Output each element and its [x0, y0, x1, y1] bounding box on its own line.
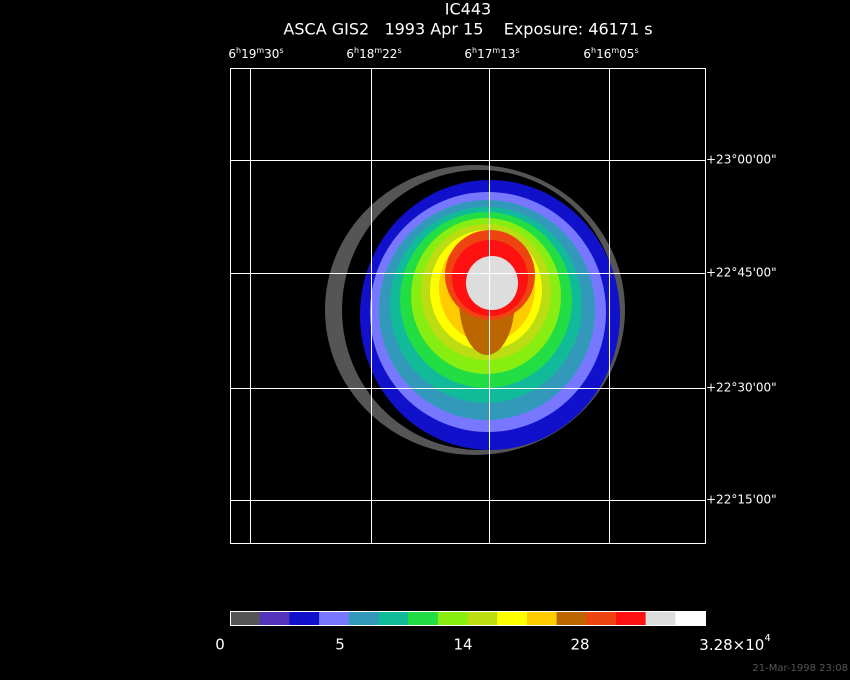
- colorbar-swatch: [408, 611, 439, 625]
- ra-label: 6h17m13s: [464, 46, 519, 61]
- dec-label: +23°00'00": [706, 153, 777, 167]
- colorbar-swatch: [615, 611, 647, 625]
- ra-unit: m: [256, 46, 264, 55]
- ra-value: 05: [619, 47, 634, 61]
- colorbar-swatch: [378, 611, 409, 625]
- colorbar-swatch: [497, 611, 528, 625]
- ra-value: 13: [500, 47, 515, 61]
- colorbar-label-base: 3.28×10: [699, 636, 764, 654]
- colorbar-swatch: [259, 611, 290, 625]
- dec-label: +22°30'00": [706, 381, 777, 395]
- ra-value: 6: [464, 47, 472, 61]
- ra-value: 30: [264, 47, 279, 61]
- colorbar-label: 0: [215, 636, 225, 654]
- title: IC443: [445, 0, 491, 19]
- ra-label: 6h16m05s: [583, 46, 638, 61]
- dec-label: +22°45'00": [706, 266, 777, 280]
- ra-value: 16: [596, 47, 611, 61]
- colorbar-swatch: [348, 611, 379, 625]
- coordinate-grid: [230, 68, 706, 544]
- frame: [230, 68, 706, 544]
- dec-label: +22°15'00": [706, 493, 777, 507]
- colorbar-swatch: [675, 611, 706, 625]
- colorbar-swatch: [467, 611, 498, 625]
- colorbar-swatch: [645, 611, 676, 625]
- colorbar-swatch: [437, 611, 468, 625]
- timestamp: 21-Mar-1998 23:08: [752, 663, 848, 674]
- ra-unit: h: [354, 46, 359, 55]
- ra-value: 17: [477, 47, 492, 61]
- ra-label: 6h19m30s: [228, 46, 283, 61]
- ra-unit: m: [611, 46, 619, 55]
- ra-value: 6: [346, 47, 354, 61]
- colorbar-swatch: [319, 611, 350, 625]
- colorbar: 0 5 14 28 3.28×104: [215, 611, 771, 654]
- axis-labels: 6h19m30s 6h18m22s 6h17m13s 6h16m05s+23°00'0…: [228, 46, 776, 507]
- colorbar-swatch: [289, 611, 320, 625]
- ra-unit: s: [397, 46, 401, 55]
- ra-unit: s: [515, 46, 519, 55]
- colorbar-label: 14: [453, 636, 472, 654]
- ra-unit: s: [634, 46, 638, 55]
- ra-unit: m: [492, 46, 500, 55]
- xray-image: [325, 165, 625, 455]
- ra-unit: s: [279, 46, 283, 55]
- colorbar-frame: [230, 611, 706, 626]
- ra-label: 6h18m22s: [346, 46, 401, 61]
- ra-value: 6: [228, 47, 236, 61]
- colorbar-label: 28: [570, 636, 589, 654]
- colorbar-swatch: [586, 611, 617, 625]
- ra-unit: h: [591, 46, 596, 55]
- ra-unit: h: [236, 46, 241, 55]
- colorbar-label: 5: [335, 636, 345, 654]
- subtitle: ASCA GIS2 1993 Apr 15 Exposure: 46171 s: [283, 20, 652, 39]
- ra-value: 18: [359, 47, 374, 61]
- ra-value: 22: [382, 47, 397, 61]
- colorbar-label: 3.28×104: [699, 633, 770, 654]
- ra-unit: m: [374, 46, 382, 55]
- colorbar-swatch: [526, 611, 558, 625]
- ra-value: 6: [583, 47, 591, 61]
- colorbar-swatch: [556, 611, 587, 625]
- colorbar-swatch: [230, 611, 261, 625]
- ra-unit: h: [472, 46, 477, 55]
- ra-value: 19: [241, 47, 256, 61]
- colorbar-label-exp: 4: [764, 633, 770, 644]
